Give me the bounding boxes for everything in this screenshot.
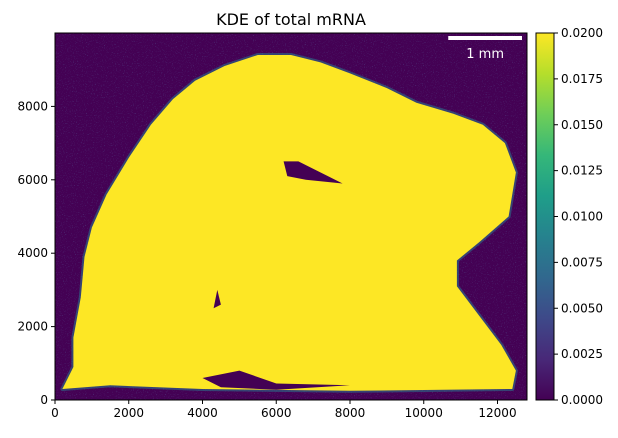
plot-frame <box>54 32 528 401</box>
chart-title: KDE of total mRNA <box>216 10 366 29</box>
colorbar-tick-label: 0.0025 <box>561 347 603 361</box>
colorbar-tick-label: 0.0175 <box>561 72 603 86</box>
x-tick-label: 4000 <box>187 406 218 420</box>
x-tick-label: 10000 <box>405 406 443 420</box>
tissue-hole-1 <box>213 289 221 309</box>
x-tick-label: 12000 <box>478 406 516 420</box>
y-tick-label: 0 <box>40 393 48 407</box>
y-tick-label: 4000 <box>17 246 48 260</box>
x-tick-label: 6000 <box>261 406 292 420</box>
x-tick-label: 2000 <box>113 406 144 420</box>
y-axis: 0 2000 4000 6000 8000 <box>17 99 55 407</box>
colorbar-tick-label: 0.0200 <box>561 26 603 40</box>
scale-bar-label: 1 mm <box>466 47 504 62</box>
tissue-hole-2 <box>202 370 350 390</box>
colorbar-tick-label: 0.0000 <box>561 393 603 407</box>
x-tick-label: 0 <box>51 406 59 420</box>
colorbar-gradient <box>535 32 555 401</box>
colorbar-tick-label: 0.0150 <box>561 118 603 132</box>
colorbar-tick-label: 0.0125 <box>561 164 603 178</box>
tissue-hole-0 <box>283 161 343 184</box>
scale-bar: 1 mm <box>448 36 522 62</box>
x-axis: 0 2000 4000 6000 8000 10000 12000 <box>51 400 517 420</box>
y-tick-label: 6000 <box>17 173 48 187</box>
y-tick-label: 2000 <box>17 320 48 334</box>
colorbar: 0.0000 0.0025 0.0050 0.0075 0.0100 0.0125 0.01… <box>535 26 603 407</box>
y-tick-label: 8000 <box>17 99 48 113</box>
x-tick-label: 8000 <box>335 406 366 420</box>
colorbar-ticks: 0.0000 0.0025 0.0050 0.0075 0.0100 0.0125 0.01… <box>554 26 603 407</box>
plot-area <box>55 33 527 400</box>
colorbar-tick-label: 0.0075 <box>561 255 603 269</box>
colorbar-tick-label: 0.0050 <box>561 301 603 315</box>
tissue-region <box>62 55 516 391</box>
colorbar-tick-label: 0.0100 <box>561 210 603 224</box>
